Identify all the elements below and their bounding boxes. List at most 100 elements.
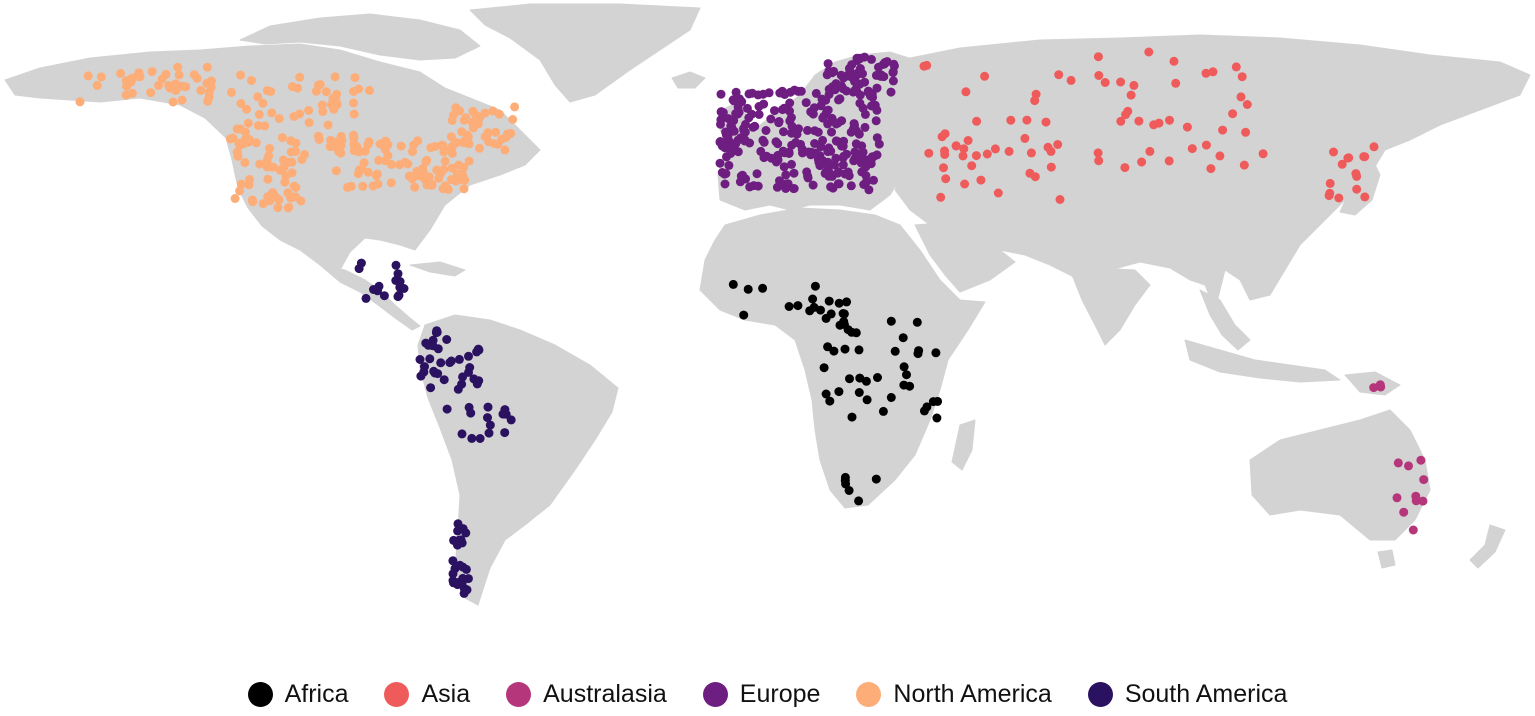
site-marker-north-america-21: [83, 71, 93, 81]
site-marker-north-america-79: [274, 114, 284, 123]
land-canadian-archipelago: [239, 13, 481, 61]
site-marker-north-america-61: [228, 133, 238, 143]
site-marker-north-america-70: [243, 118, 253, 128]
site-marker-north-america-175: [412, 167, 422, 176]
site-marker-europe-500: [809, 103, 819, 113]
site-marker-europe-498: [831, 136, 841, 146]
site-marker-asia-646: [1006, 115, 1016, 125]
site-marker-asia-593: [1094, 71, 1104, 80]
site-marker-north-america-270: [484, 137, 494, 147]
site-marker-north-america-34: [164, 81, 174, 91]
site-marker-africa-700: [873, 373, 882, 382]
site-marker-north-america-265: [471, 110, 481, 120]
site-marker-north-america-57: [277, 133, 287, 143]
site-marker-asia-644: [1093, 52, 1103, 62]
site-marker-south-america-797: [484, 428, 494, 438]
land-indonesia: [1184, 339, 1341, 383]
site-marker-south-america-818: [461, 564, 471, 574]
site-marker-south-america-778: [430, 368, 440, 378]
site-marker-europe-588: [889, 59, 899, 69]
site-marker-north-america-132: [374, 155, 384, 165]
site-marker-africa-701: [847, 412, 857, 422]
site-marker-europe-306: [789, 168, 799, 178]
site-marker-north-america-263: [459, 115, 469, 125]
site-marker-europe-337: [742, 103, 752, 113]
site-marker-europe-524: [823, 119, 833, 129]
site-marker-asia-662: [1046, 162, 1056, 172]
site-marker-south-america-834: [391, 260, 401, 270]
land-africa: [699, 207, 986, 509]
site-marker-europe-471: [846, 181, 856, 191]
site-marker-europe-440: [823, 105, 833, 115]
site-marker-north-america-20: [177, 95, 187, 105]
site-marker-africa-689: [854, 345, 864, 355]
site-marker-south-america-783: [500, 428, 510, 438]
site-marker-north-america-217: [286, 136, 296, 146]
site-marker-europe-460: [770, 106, 779, 116]
site-marker-north-america-112: [464, 156, 474, 166]
site-marker-south-america-756: [464, 351, 473, 361]
site-marker-europe-559: [872, 83, 882, 93]
site-marker-europe-447: [791, 138, 801, 147]
site-marker-south-america-836: [393, 269, 403, 279]
site-marker-europe-515: [731, 109, 741, 118]
site-marker-asia-610: [1116, 116, 1126, 126]
site-marker-north-america-219: [275, 165, 285, 175]
site-marker-north-america-159: [381, 136, 391, 146]
site-marker-south-america-781: [432, 327, 442, 337]
site-marker-asia-658: [960, 179, 970, 189]
site-marker-asia-681: [1324, 191, 1334, 201]
site-marker-south-america-792: [467, 433, 477, 443]
site-marker-south-america-776: [472, 347, 482, 357]
site-marker-asia-643: [924, 148, 934, 158]
site-marker-north-america-90: [288, 82, 297, 92]
site-marker-south-america-755: [436, 358, 446, 368]
site-marker-africa-691: [824, 296, 834, 306]
site-marker-asia-604: [1241, 127, 1251, 137]
site-marker-asia-619: [1242, 100, 1252, 109]
site-marker-north-america-36: [207, 76, 216, 86]
site-marker-north-america-239: [274, 195, 284, 205]
site-marker-africa-729: [851, 328, 861, 338]
site-marker-europe-504: [750, 121, 760, 131]
site-marker-north-america-98: [317, 100, 327, 110]
site-marker-south-america-821: [453, 580, 462, 590]
site-marker-europe-280: [808, 180, 818, 190]
site-marker-north-america-55: [321, 87, 331, 97]
site-marker-europe-581: [852, 78, 862, 88]
site-marker-africa-727: [899, 362, 909, 372]
site-marker-north-america-91: [318, 107, 328, 116]
site-marker-north-america-71: [350, 73, 360, 83]
site-marker-south-america-786: [442, 404, 452, 414]
site-marker-asia-625: [1121, 110, 1131, 120]
site-marker-europe-326: [761, 126, 771, 135]
site-marker-north-america-277: [457, 127, 467, 137]
site-marker-north-america-223: [287, 157, 297, 167]
site-marker-europe-587: [874, 62, 883, 72]
site-marker-asia-624: [1054, 70, 1064, 80]
site-marker-africa-716: [819, 363, 829, 373]
site-marker-north-america-276: [491, 127, 501, 137]
site-marker-north-america-189: [336, 148, 346, 158]
site-marker-north-america-92: [304, 106, 314, 115]
site-marker-asia-614: [1144, 47, 1154, 57]
site-marker-south-america-810: [458, 573, 468, 583]
site-marker-north-america-275: [500, 145, 510, 155]
site-marker-europe-437: [775, 88, 785, 98]
site-marker-europe-378: [803, 171, 813, 181]
site-marker-africa-708: [913, 349, 923, 359]
site-marker-asia-650: [936, 192, 946, 202]
site-marker-europe-359: [744, 113, 754, 123]
site-marker-europe-531: [839, 136, 849, 146]
site-marker-north-america-37: [174, 70, 184, 80]
site-marker-asia-677: [1334, 193, 1344, 203]
site-marker-europe-449: [818, 135, 828, 145]
site-marker-north-america-201: [273, 203, 283, 213]
site-marker-north-america-184: [427, 180, 437, 190]
legend-item-europe: Europe: [702, 681, 820, 707]
site-marker-europe-503: [738, 170, 747, 180]
site-marker-north-america-210: [255, 159, 265, 169]
site-marker-north-america-266: [483, 129, 492, 139]
site-marker-africa-737: [821, 313, 831, 323]
site-marker-europe-477: [850, 120, 859, 130]
